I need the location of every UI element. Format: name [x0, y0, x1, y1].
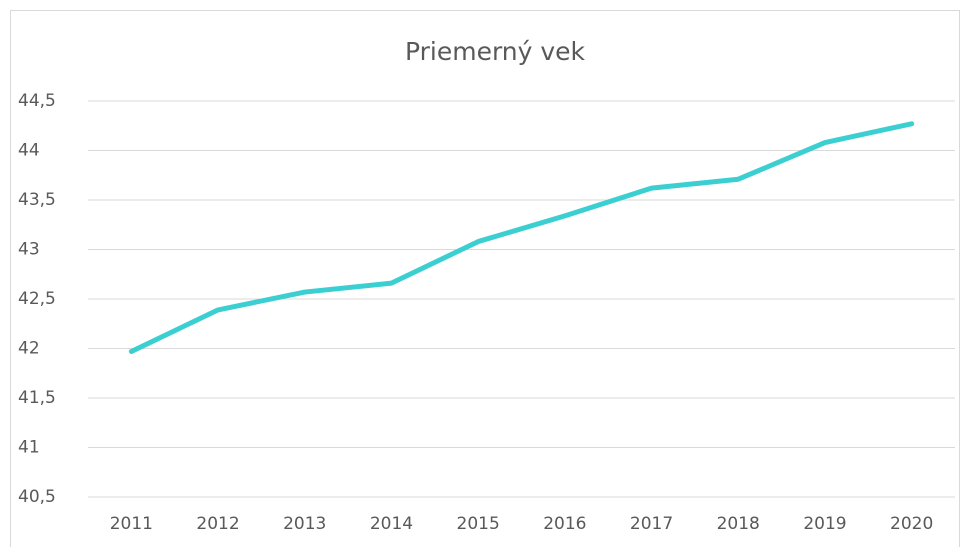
y-tick-label: 43	[18, 240, 40, 260]
y-tick-label: 42,5	[18, 289, 56, 309]
x-tick-label: 2017	[630, 514, 673, 534]
x-tick-label: 2011	[110, 514, 153, 534]
x-tick-label: 2013	[283, 514, 326, 534]
x-tick-label: 2018	[717, 514, 760, 534]
x-tick-label: 2014	[370, 514, 413, 534]
chart-title: Priemerný vek	[405, 37, 586, 66]
chart-border	[10, 10, 960, 547]
y-tick-label: 42	[18, 339, 40, 359]
x-tick-label: 2012	[196, 514, 239, 534]
x-tick-label: 2020	[890, 514, 933, 534]
x-tick-label: 2019	[803, 514, 846, 534]
y-tick-label: 41	[18, 438, 40, 458]
x-tick-label: 2015	[457, 514, 500, 534]
y-tick-label: 44,5	[18, 91, 56, 111]
y-tick-label: 44	[18, 141, 40, 161]
y-tick-label: 41,5	[18, 388, 56, 408]
x-tick-label: 2016	[543, 514, 586, 534]
data-line	[128, 121, 915, 354]
y-tick-label: 43,5	[18, 190, 56, 210]
y-tick-label: 40,5	[18, 487, 56, 507]
